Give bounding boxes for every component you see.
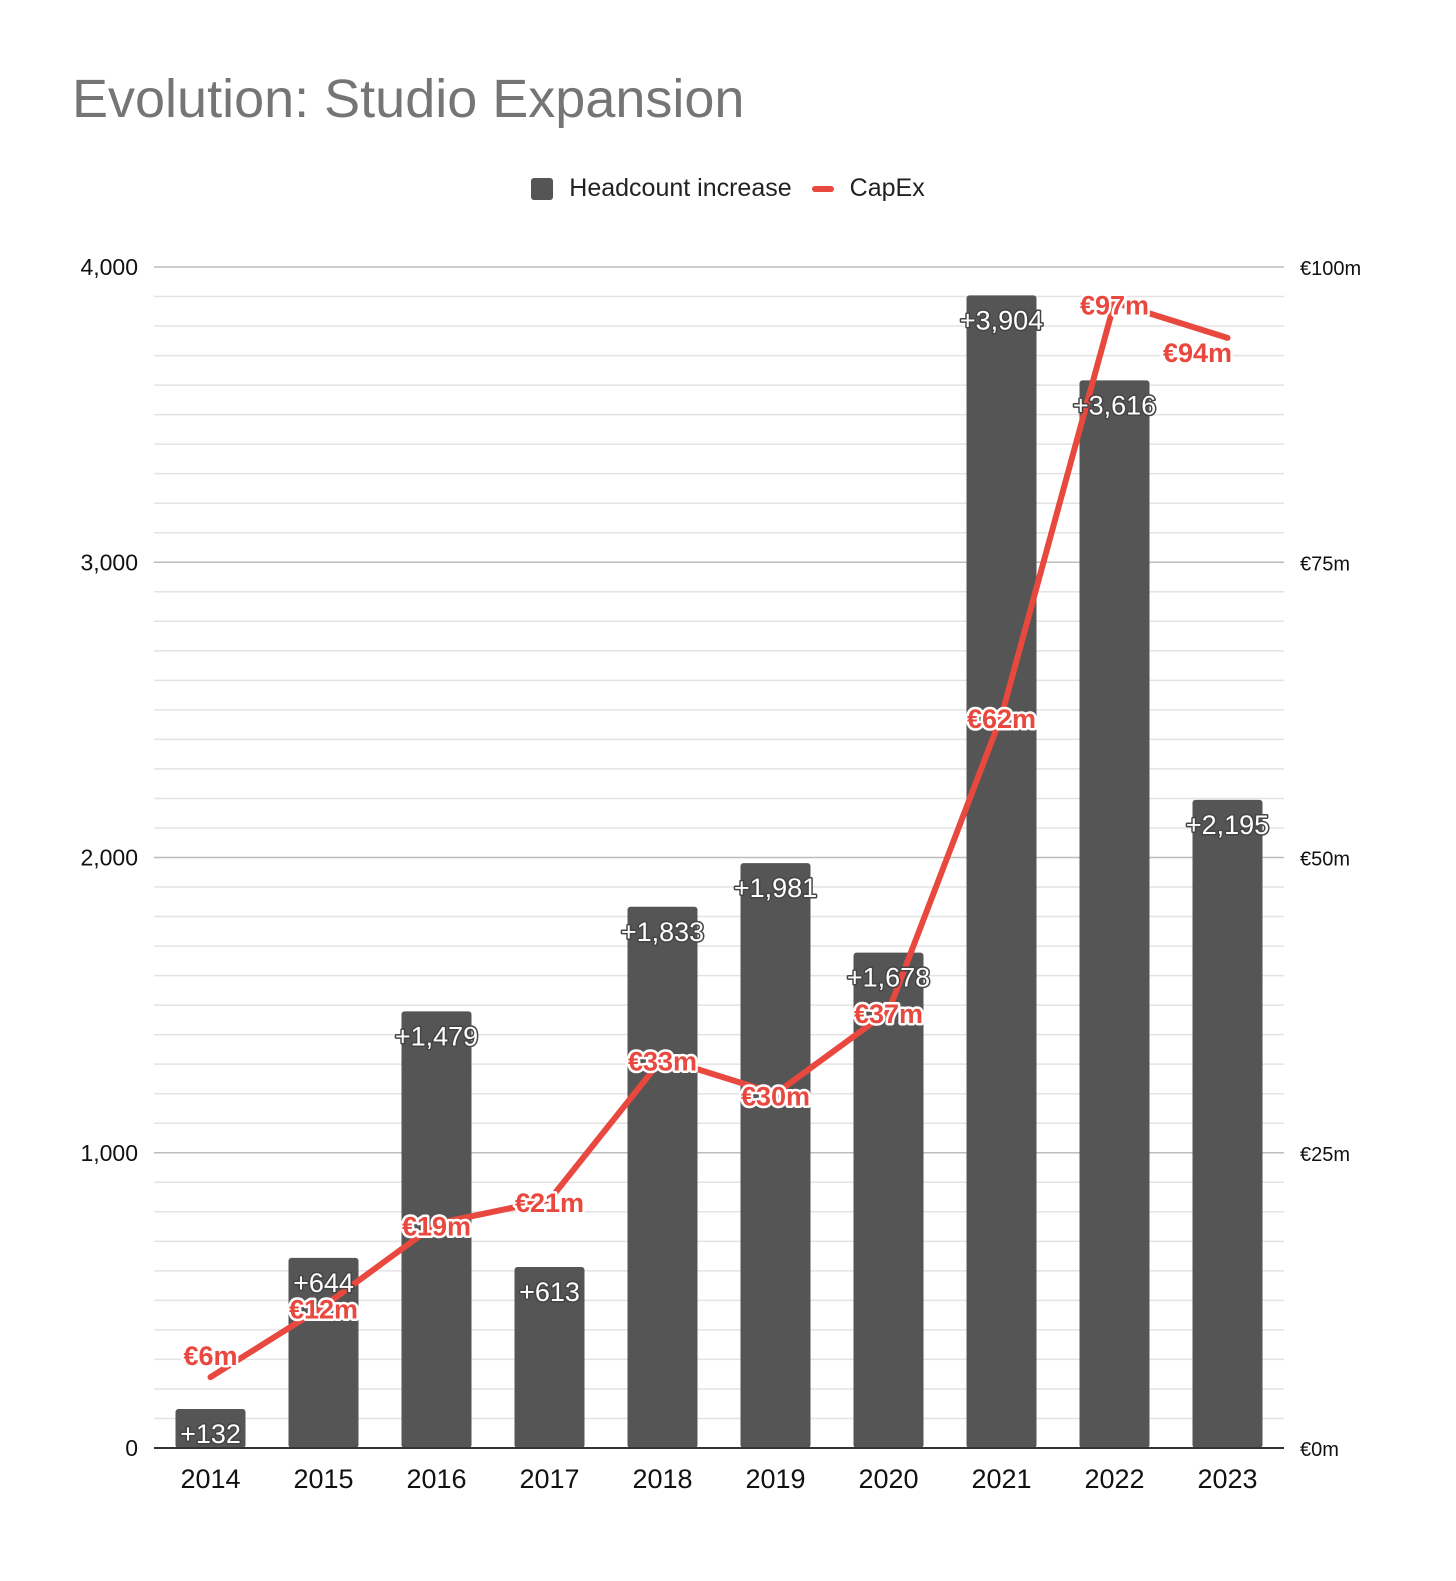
y-right-tick-label: €75m	[1300, 553, 1350, 575]
legend-label-capex: CapEx	[849, 174, 925, 202]
legend-item-headcount: Headcount increase	[531, 174, 792, 203]
bar-2015	[288, 1257, 359, 1448]
bar-2016	[401, 1011, 472, 1448]
legend-label-headcount: Headcount increase	[569, 174, 792, 202]
bar-data-label-2015: +644	[293, 1268, 354, 1298]
capex-data-label-2021: €62m	[967, 704, 1036, 734]
bar-data-label-2016: +1,479	[395, 1021, 478, 1051]
bar-2018	[627, 906, 698, 1448]
bar-data-label-2017: +613	[519, 1277, 580, 1307]
x-tick-label-2015: 2015	[293, 1464, 353, 1494]
x-tick-label-2014: 2014	[180, 1464, 240, 1494]
bar-data-label-2018: +1,833	[621, 917, 704, 947]
bar-2017	[514, 1267, 585, 1448]
bar-2014	[175, 1409, 246, 1448]
y-right-tick-label: €100m	[1300, 258, 1361, 280]
x-tick-label-2018: 2018	[632, 1464, 692, 1494]
capex-data-label-2016: €19m	[402, 1212, 471, 1242]
x-tick-label-2023: 2023	[1197, 1464, 1257, 1494]
bar-data-label-2023: +2,195	[1186, 810, 1269, 840]
x-tick-label-2016: 2016	[406, 1464, 466, 1494]
bar-data-label-2019: +1,981	[734, 873, 817, 903]
y-left-tick-label: 4,000	[80, 254, 138, 280]
capex-line	[207, 299, 1231, 1381]
bar-2021	[966, 295, 1037, 1448]
bar-2020	[853, 952, 924, 1448]
legend-swatch-headcount	[531, 177, 554, 200]
x-tick-label-2020: 2020	[858, 1464, 918, 1494]
capex-data-label-2022: €97m	[1080, 290, 1149, 320]
x-tick-label-2017: 2017	[519, 1464, 579, 1494]
bar-2023	[1192, 799, 1263, 1448]
capex-data-label-2014: €6m	[183, 1341, 237, 1371]
y-right-tick-label: €25m	[1300, 1144, 1350, 1166]
capex-data-label-2019: €30m	[741, 1082, 810, 1112]
y-left-tick-label: 0	[125, 1435, 138, 1461]
bar-data-label-2022: +3,616	[1073, 390, 1156, 420]
y-left-tick-label: 2,000	[80, 845, 138, 871]
bar-2019	[740, 863, 811, 1448]
capex-data-label-2017: €21m	[515, 1188, 584, 1218]
chart-title: Evolution: Studio Expansion	[72, 69, 745, 129]
x-tick-label-2019: 2019	[745, 1464, 805, 1494]
x-tick-label-2022: 2022	[1084, 1464, 1144, 1494]
y-right-tick-label: €0m	[1300, 1439, 1339, 1461]
capex-data-label-2015: €12m	[289, 1294, 358, 1324]
bar-data-label-2014: +132	[180, 1419, 241, 1449]
y-left-tick-label: 1,000	[80, 1140, 138, 1166]
bar-data-label-2021: +3,904	[960, 305, 1043, 335]
capex-data-label-2023: €94m	[1163, 338, 1232, 368]
capex-data-label-2020: €37m	[854, 999, 923, 1029]
capex-data-label-2018: €33m	[628, 1046, 697, 1076]
bar-2022	[1079, 380, 1150, 1449]
y-right-tick-label: €50m	[1300, 849, 1350, 871]
legend: Headcount increase CapEx	[0, 174, 1456, 203]
bar-data-label-2020: +1,678	[847, 963, 930, 993]
x-tick-label-2021: 2021	[971, 1464, 1031, 1494]
legend-item-capex: CapEx	[811, 174, 925, 203]
legend-swatch-capex	[811, 185, 834, 192]
y-left-tick-label: 3,000	[80, 549, 138, 575]
